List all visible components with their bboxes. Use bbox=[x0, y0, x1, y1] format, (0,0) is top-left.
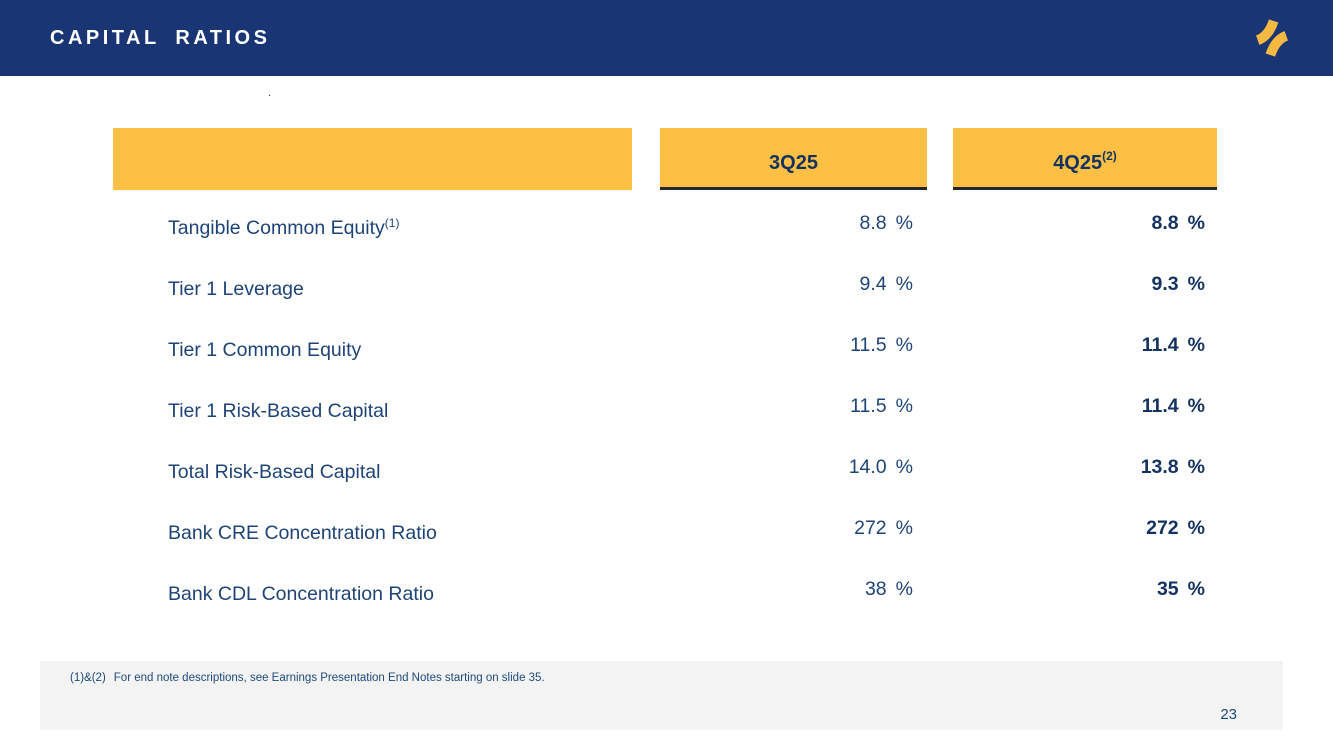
q4-value: 8.8% bbox=[950, 209, 1205, 237]
q3-value: 11.5% bbox=[660, 331, 913, 359]
q4-value: 272% bbox=[950, 514, 1205, 542]
footnote-bar: (1)&(2) For end note descriptions, see Ea… bbox=[40, 661, 1283, 730]
percent-sign: % bbox=[1187, 517, 1205, 539]
q4-number: 272 bbox=[1146, 517, 1179, 539]
page-title: CAPITAL RATIOS bbox=[50, 27, 271, 49]
q4-value: 13.8% bbox=[950, 453, 1205, 481]
percent-sign: % bbox=[895, 517, 913, 539]
row-label: Bank CDL Concentration Ratio bbox=[168, 575, 434, 608]
q4-value: 11.4% bbox=[950, 331, 1205, 359]
q3-number: 14.0 bbox=[848, 456, 887, 478]
q3-number: 11.5 bbox=[850, 334, 887, 356]
row-label: Tier 1 Risk-Based Capital bbox=[168, 392, 388, 425]
row-label: Tier 1 Leverage bbox=[168, 270, 304, 303]
q4-value: 11.4% bbox=[950, 392, 1205, 420]
q3-number: 8.8 bbox=[859, 212, 887, 234]
table-header-4q25: 4Q25(2) bbox=[953, 128, 1217, 190]
q4-number: 13.8 bbox=[1140, 456, 1179, 478]
percent-sign: % bbox=[1187, 456, 1205, 478]
percent-sign: % bbox=[1187, 395, 1205, 417]
q3-value: 38% bbox=[660, 575, 913, 603]
footnote-body: For end note descriptions, see Earnings … bbox=[113, 672, 545, 684]
table-row: Tangible Common Equity(1) 8.8% 8.8% bbox=[0, 209, 1333, 239]
row-label-text: Tangible Common Equity bbox=[168, 217, 385, 239]
q3-number: 272 bbox=[854, 517, 887, 539]
percent-sign: % bbox=[1187, 212, 1205, 234]
row-label: Bank CRE Concentration Ratio bbox=[168, 514, 437, 547]
q3-number: 9.4 bbox=[859, 273, 887, 295]
row-label: Total Risk-Based Capital bbox=[168, 453, 380, 486]
row-label-text: Total Risk-Based Capital bbox=[168, 461, 381, 483]
q4-value: 9.3% bbox=[950, 270, 1205, 298]
page-number: 23 bbox=[1220, 706, 1237, 723]
table-header-3q25: 3Q25 bbox=[660, 128, 927, 190]
percent-sign: % bbox=[895, 456, 913, 478]
q3-number: 38 bbox=[864, 578, 887, 600]
table-row: Tier 1 Risk-Based Capital 11.5% 11.4% bbox=[0, 392, 1333, 422]
table-header-label-spacer bbox=[113, 128, 632, 190]
percent-sign: % bbox=[895, 212, 913, 234]
q4-number: 35 bbox=[1156, 578, 1179, 600]
row-label-superscript: (1) bbox=[384, 216, 400, 230]
row-label-text: Tier 1 Leverage bbox=[168, 278, 304, 300]
q4-value: 35% bbox=[950, 575, 1205, 603]
percent-sign: % bbox=[1187, 578, 1205, 600]
col-3q25-label: 3Q25 bbox=[769, 152, 818, 174]
q3-number: 11.5 bbox=[850, 395, 887, 417]
percent-sign: % bbox=[895, 395, 913, 417]
q4-number: 11.4 bbox=[1141, 395, 1179, 417]
col-4q25-superscript: (2) bbox=[1102, 149, 1117, 163]
percent-sign: % bbox=[895, 273, 913, 295]
col-4q25-label: 4Q25 bbox=[1053, 152, 1103, 174]
stray-dot-mark: . bbox=[268, 87, 272, 99]
q3-value: 11.5% bbox=[660, 392, 913, 420]
percent-sign: % bbox=[1187, 273, 1205, 295]
table-row: Tier 1 Leverage 9.4% 9.3% bbox=[0, 270, 1333, 300]
q3-value: 8.8% bbox=[660, 209, 913, 237]
percent-sign: % bbox=[1187, 334, 1205, 356]
row-label: Tangible Common Equity(1) bbox=[168, 209, 399, 242]
table-row: Total Risk-Based Capital 14.0% 13.8% bbox=[0, 453, 1333, 483]
footnote-text: (1)&(2) For end note descriptions, see Ea… bbox=[70, 672, 545, 684]
q4-number: 8.8 bbox=[1151, 212, 1179, 234]
table-row: Tier 1 Common Equity 11.5% 11.4% bbox=[0, 331, 1333, 361]
table-row: Bank CRE Concentration Ratio 272% 272% bbox=[0, 514, 1333, 544]
table-row: Bank CDL Concentration Ratio 38% 35% bbox=[0, 575, 1333, 605]
footnote-reference-numbers: (1)&(2) bbox=[70, 672, 106, 684]
row-label-text: Tier 1 Risk-Based Capital bbox=[168, 400, 389, 422]
q4-number: 9.3 bbox=[1151, 273, 1179, 295]
q3-value: 272% bbox=[660, 514, 913, 542]
row-label-text: Bank CDL Concentration Ratio bbox=[168, 583, 434, 605]
percent-sign: % bbox=[895, 334, 913, 356]
row-label-text: Tier 1 Common Equity bbox=[168, 339, 362, 361]
row-label-text: Bank CRE Concentration Ratio bbox=[168, 522, 437, 544]
q3-value: 9.4% bbox=[660, 270, 913, 298]
brand-s-logo-icon bbox=[1255, 19, 1289, 57]
row-label: Tier 1 Common Equity bbox=[168, 331, 361, 364]
q4-number: 11.4 bbox=[1141, 334, 1179, 356]
slide-header: CAPITAL RATIOS bbox=[0, 0, 1333, 76]
percent-sign: % bbox=[895, 578, 913, 600]
q3-value: 14.0% bbox=[660, 453, 913, 481]
